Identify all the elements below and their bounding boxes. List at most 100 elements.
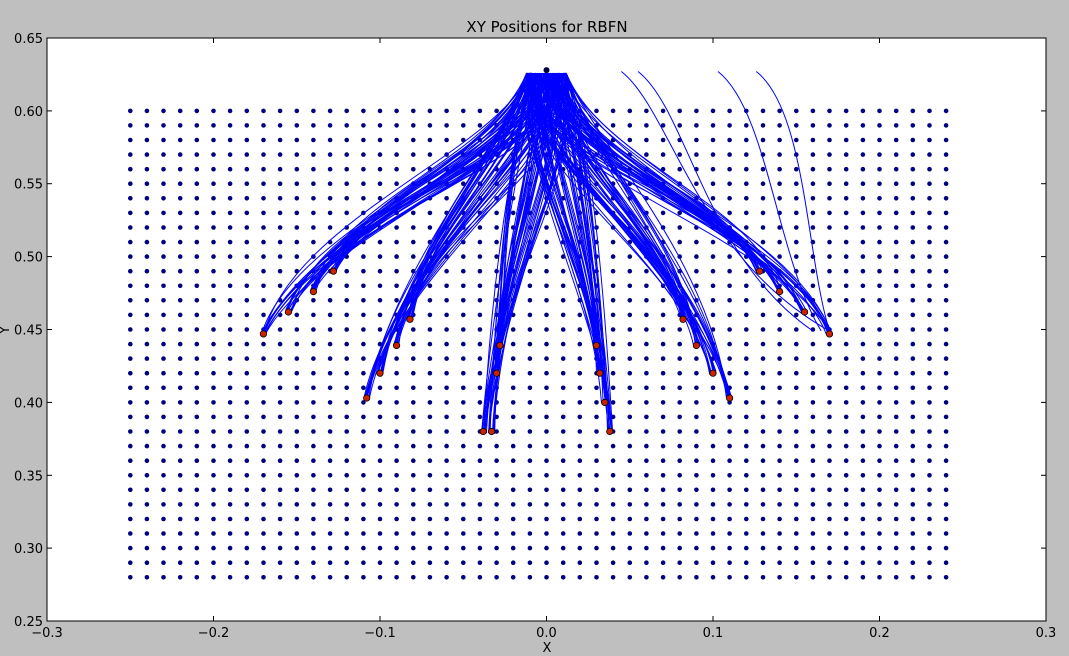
grid-point — [910, 196, 916, 201]
grid-point — [627, 370, 633, 376]
grid-point — [760, 210, 766, 216]
grid-point — [327, 283, 333, 289]
grid-point — [744, 152, 749, 157]
grid-point — [860, 531, 866, 536]
grid-point — [510, 458, 516, 464]
grid-point — [727, 458, 732, 464]
grid-point — [144, 196, 150, 201]
grid-point — [893, 312, 899, 318]
grid-point — [710, 531, 716, 536]
grid-point — [877, 327, 882, 332]
grid-point — [211, 166, 216, 172]
grid-point — [344, 225, 350, 230]
grid-point — [227, 152, 233, 157]
grid-point — [244, 108, 250, 114]
grid-point — [527, 268, 533, 274]
grid-point — [128, 283, 133, 289]
grid-point — [893, 531, 899, 536]
grid-point — [927, 181, 932, 186]
grid-point — [777, 400, 782, 405]
grid-point — [161, 108, 166, 114]
grid-point — [827, 370, 832, 376]
grid-point — [327, 137, 333, 143]
grid-point — [128, 108, 133, 114]
grid-point — [510, 560, 516, 565]
grid-point — [427, 341, 433, 347]
grid-point — [211, 531, 216, 536]
grid-point — [494, 473, 499, 478]
grid-point — [860, 429, 866, 434]
grid-point — [660, 137, 666, 143]
grid-point — [294, 487, 300, 493]
grid-point — [244, 341, 250, 347]
grid-point — [744, 225, 749, 230]
grid-point — [760, 196, 766, 201]
grid-point — [810, 123, 816, 128]
grid-point — [927, 443, 932, 449]
grid-point — [344, 443, 350, 449]
grid-point — [344, 414, 350, 420]
grid-point — [527, 385, 533, 391]
grid-point — [344, 458, 350, 464]
grid-point — [227, 327, 233, 332]
grid-point — [327, 545, 333, 551]
grid-point — [244, 312, 250, 318]
grid-point — [710, 268, 716, 274]
grid-point — [727, 181, 732, 186]
grid-point — [527, 298, 533, 303]
grid-point — [910, 429, 916, 434]
grid-point — [877, 210, 882, 216]
grid-point — [677, 400, 682, 405]
grid-point — [177, 473, 183, 478]
grid-point — [377, 531, 383, 536]
grid-point — [544, 458, 549, 464]
grid-point — [710, 443, 716, 449]
grid-point — [510, 327, 516, 332]
grid-point — [744, 400, 749, 405]
grid-point — [794, 458, 799, 464]
target-point — [329, 267, 337, 275]
grid-point — [294, 225, 300, 230]
grid-point — [361, 298, 366, 303]
grid-point — [943, 166, 949, 172]
grid-point — [627, 312, 633, 318]
grid-point — [344, 341, 350, 347]
grid-point — [527, 414, 533, 420]
grid-point — [444, 443, 449, 449]
grid-point — [843, 545, 849, 551]
target-point — [376, 369, 384, 377]
grid-point — [927, 429, 932, 434]
grid-point — [244, 516, 250, 522]
grid-point — [727, 268, 732, 274]
grid-point — [244, 196, 250, 201]
grid-point — [627, 356, 633, 361]
grid-point — [361, 385, 366, 391]
grid-point — [477, 502, 483, 507]
grid-point — [294, 575, 300, 580]
grid-point — [161, 181, 166, 186]
grid-point — [677, 327, 682, 332]
grid-point — [294, 370, 300, 376]
grid-point — [227, 516, 233, 522]
grid-point — [177, 385, 183, 391]
grid-point — [527, 341, 533, 347]
grid-point — [527, 443, 533, 449]
grid-point — [594, 400, 599, 405]
grid-point — [677, 152, 682, 157]
grid-point — [577, 531, 583, 536]
grid-point — [227, 487, 233, 493]
grid-point — [744, 327, 749, 332]
grid-point — [660, 531, 666, 536]
grid-point — [311, 298, 316, 303]
grid-point — [877, 239, 882, 245]
grid-point — [777, 516, 782, 522]
grid-point — [361, 531, 366, 536]
grid-point — [510, 370, 516, 376]
grid-point — [827, 341, 832, 347]
grid-point — [394, 298, 399, 303]
grid-point — [144, 298, 150, 303]
grid-point — [244, 298, 250, 303]
grid-point — [843, 385, 849, 391]
grid-point — [444, 560, 449, 565]
grid-point — [128, 429, 133, 434]
